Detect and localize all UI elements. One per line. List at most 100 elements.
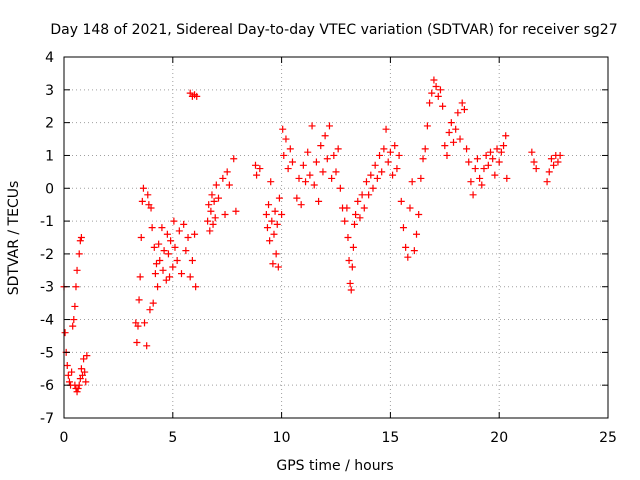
data-point xyxy=(61,329,69,337)
data-point xyxy=(82,378,90,386)
data-point xyxy=(406,204,414,212)
data-point xyxy=(319,168,327,176)
y-tick-label: -4 xyxy=(40,313,54,329)
data-point xyxy=(182,247,190,255)
data-point xyxy=(547,155,555,163)
data-point xyxy=(65,378,73,386)
data-point xyxy=(150,243,158,251)
data-point xyxy=(68,368,76,376)
data-point xyxy=(184,234,192,241)
data-point xyxy=(554,158,562,166)
data-point xyxy=(465,158,473,166)
data-point xyxy=(192,283,200,291)
data-point xyxy=(441,142,449,150)
data-point xyxy=(545,168,553,176)
data-point xyxy=(299,161,307,169)
data-point xyxy=(271,207,279,215)
data-point xyxy=(393,165,401,173)
data-point xyxy=(334,145,342,153)
x-tick-label: 10 xyxy=(273,430,291,446)
data-point xyxy=(210,197,218,205)
data-point xyxy=(323,155,331,163)
data-point xyxy=(543,178,551,186)
data-point xyxy=(315,197,323,205)
data-point xyxy=(384,158,392,166)
data-point xyxy=(419,155,427,163)
data-point xyxy=(497,148,505,156)
axis-ticks xyxy=(63,56,609,419)
data-point xyxy=(256,165,264,173)
data-point xyxy=(223,168,231,176)
data-point xyxy=(304,148,312,156)
data-point xyxy=(471,165,479,173)
data-point xyxy=(556,151,564,159)
data-point xyxy=(154,283,162,291)
data-point xyxy=(467,178,475,186)
data-point xyxy=(135,296,143,304)
data-point xyxy=(160,247,168,255)
data-point xyxy=(350,220,358,228)
data-point xyxy=(415,211,423,219)
data-point xyxy=(343,204,351,212)
plot-frame xyxy=(63,56,609,419)
x-tick-label: 15 xyxy=(381,430,399,446)
data-point xyxy=(166,273,174,281)
data-point xyxy=(205,201,213,209)
data-point xyxy=(436,86,444,94)
data-point xyxy=(365,191,373,199)
data-point xyxy=(352,211,360,219)
data-point xyxy=(491,171,499,179)
data-point xyxy=(232,207,240,215)
data-point xyxy=(71,302,79,310)
data-point xyxy=(432,83,440,91)
data-point xyxy=(395,151,403,159)
data-point xyxy=(251,161,259,169)
data-point xyxy=(434,92,442,100)
data-point xyxy=(72,283,80,291)
data-point xyxy=(208,191,216,199)
data-point xyxy=(274,263,282,271)
data-point xyxy=(530,158,538,166)
data-point xyxy=(317,142,325,150)
x-tick-label: 25 xyxy=(599,430,617,446)
data-point xyxy=(266,237,274,245)
data-point xyxy=(321,132,329,140)
data-point xyxy=(336,184,344,192)
data-point xyxy=(175,227,183,235)
data-point xyxy=(77,365,85,373)
data-point xyxy=(428,89,436,97)
data-point xyxy=(270,230,278,238)
data-point xyxy=(180,220,188,228)
data-point xyxy=(408,178,416,186)
data-point xyxy=(482,151,490,159)
data-point xyxy=(267,178,275,186)
data-point xyxy=(263,224,271,232)
data-point xyxy=(63,361,71,369)
data-point xyxy=(413,230,421,238)
data-point xyxy=(382,125,390,133)
data-point xyxy=(380,145,388,153)
data-point xyxy=(188,256,196,264)
data-point xyxy=(230,155,238,163)
data-point xyxy=(209,220,217,228)
data-point xyxy=(495,158,503,166)
data-point xyxy=(171,243,179,251)
data-point xyxy=(456,135,464,143)
x-axis-tick-labels: 0 5 10 15 20 25 xyxy=(60,430,617,446)
data-point xyxy=(279,125,287,133)
data-point xyxy=(486,148,494,156)
data-point xyxy=(225,181,233,189)
x-tick-label: 20 xyxy=(490,430,508,446)
x-tick-label: 0 xyxy=(60,430,69,446)
data-point xyxy=(173,256,181,264)
data-point xyxy=(83,352,91,360)
data-point xyxy=(369,184,377,192)
data-point xyxy=(280,151,288,159)
data-point xyxy=(77,234,85,241)
data-point xyxy=(410,247,418,255)
y-axis-label: SDTVAR / TECUs xyxy=(6,181,22,296)
data-point xyxy=(358,191,366,199)
data-point xyxy=(147,204,155,212)
data-point xyxy=(346,279,354,287)
data-point xyxy=(193,92,201,100)
